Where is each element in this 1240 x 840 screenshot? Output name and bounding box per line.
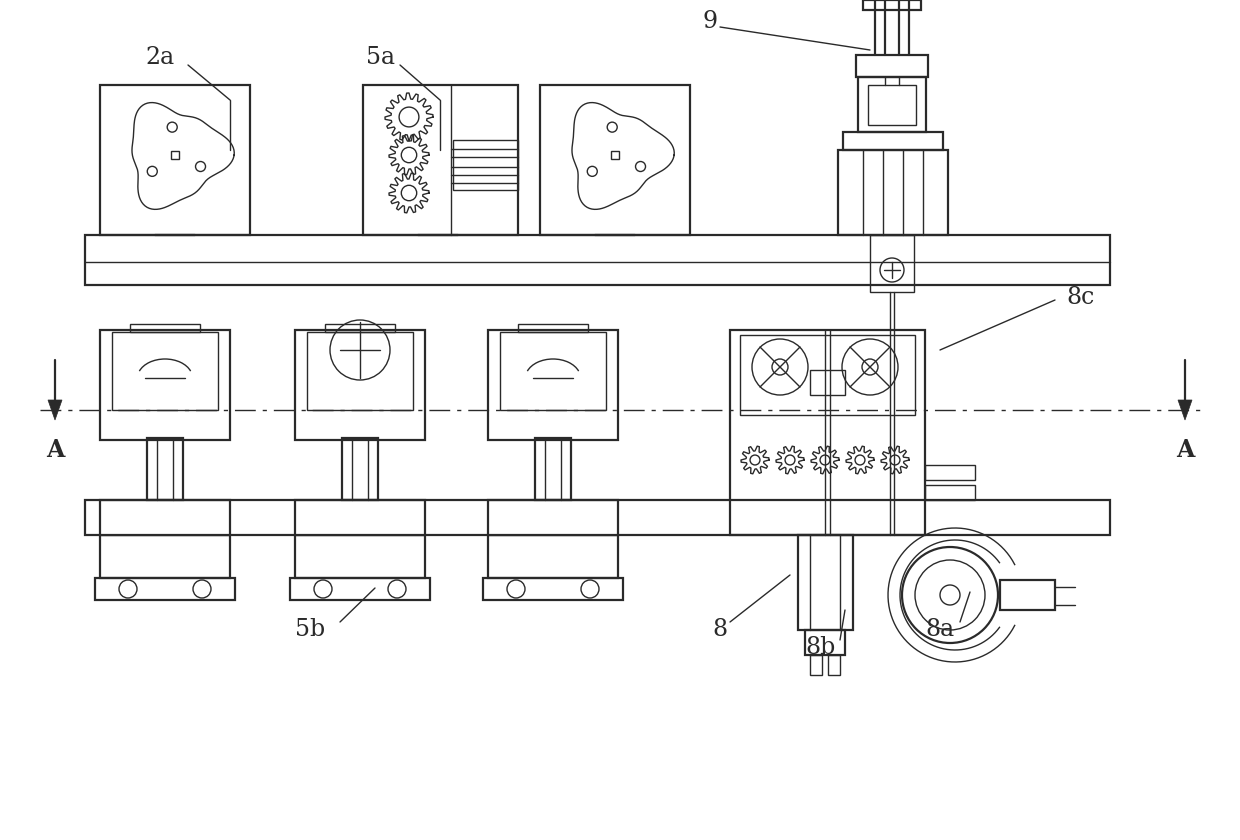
Bar [810,370,844,395]
Bar [100,330,229,440]
Bar [295,330,425,440]
Bar [925,465,975,480]
Bar [100,500,229,578]
Text: A: A [1176,438,1194,462]
Bar [130,324,200,332]
Text: 5b: 5b [295,618,325,642]
Bar [95,578,236,600]
Bar [489,500,618,578]
Bar [325,324,396,332]
Bar [611,151,619,159]
Text: 9: 9 [702,10,718,34]
Bar [290,578,430,600]
Text: A: A [46,438,64,462]
Bar [363,85,518,235]
Polygon shape [1178,400,1192,420]
Bar [295,500,425,578]
Bar [148,438,184,500]
Bar [843,132,942,150]
Bar [805,630,844,655]
Bar [868,85,916,125]
Bar [112,332,218,410]
Text: 8c: 8c [1066,286,1094,309]
Bar [100,85,250,235]
Bar [518,324,588,332]
Bar [453,140,518,190]
Bar [858,77,926,132]
Bar [828,655,839,675]
Bar [534,438,570,500]
Bar [308,332,413,410]
Bar [863,0,921,10]
Text: 5a: 5a [366,46,394,70]
Bar [171,151,179,159]
Bar [799,535,853,630]
Text: 8a: 8a [925,618,955,642]
Polygon shape [48,400,62,420]
Bar [925,485,975,500]
Bar [856,55,928,77]
Text: 8b: 8b [805,637,835,659]
Bar [86,500,1110,535]
Bar [870,235,914,292]
Bar [740,335,915,415]
Bar [730,330,925,535]
Bar [999,580,1055,610]
Bar [810,655,822,675]
Bar [86,235,1110,285]
Bar [500,332,606,410]
Text: 8: 8 [713,618,728,642]
Bar [838,150,949,235]
Bar [484,578,622,600]
Bar [539,85,689,235]
Bar [489,330,618,440]
Bar [342,438,378,500]
Text: 2a: 2a [145,46,175,70]
